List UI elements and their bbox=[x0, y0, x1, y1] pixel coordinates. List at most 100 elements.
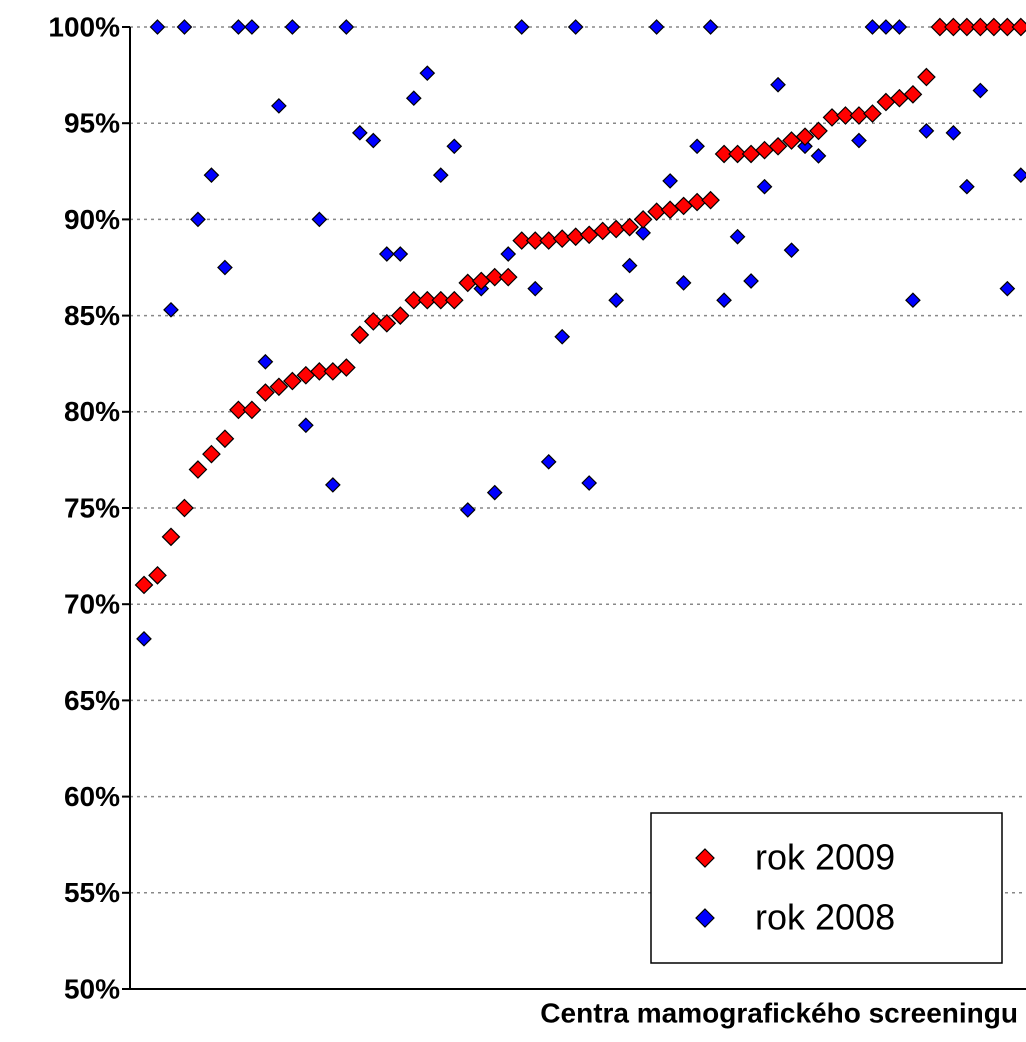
point bbox=[903, 84, 923, 104]
legend-label: rok 2009 bbox=[755, 837, 895, 878]
point bbox=[729, 228, 746, 245]
point bbox=[229, 400, 248, 420]
x-axis-title: Centra mamografického screeningu bbox=[540, 997, 1018, 1028]
y-tick-label: 80% bbox=[64, 396, 120, 427]
point bbox=[716, 292, 732, 309]
point bbox=[230, 19, 247, 35]
point bbox=[444, 290, 464, 310]
point bbox=[459, 502, 476, 518]
point bbox=[795, 127, 815, 147]
point bbox=[136, 630, 152, 647]
point bbox=[284, 19, 301, 35]
point bbox=[945, 124, 962, 141]
legend-marker bbox=[695, 848, 715, 868]
point bbox=[283, 371, 302, 391]
point bbox=[633, 210, 653, 229]
point bbox=[959, 178, 975, 195]
point bbox=[202, 444, 221, 464]
point bbox=[930, 17, 950, 37]
point bbox=[485, 267, 505, 287]
point bbox=[878, 19, 894, 35]
point bbox=[770, 76, 786, 93]
point bbox=[378, 246, 395, 262]
point bbox=[512, 231, 532, 250]
point bbox=[999, 280, 1016, 297]
point bbox=[905, 292, 921, 309]
point bbox=[554, 328, 571, 345]
point bbox=[363, 312, 383, 331]
point bbox=[783, 242, 800, 259]
point bbox=[244, 19, 260, 35]
point bbox=[215, 429, 235, 449]
point bbox=[971, 17, 990, 37]
point bbox=[486, 484, 503, 501]
point bbox=[797, 138, 813, 155]
point bbox=[432, 167, 449, 183]
point bbox=[163, 301, 179, 318]
y-tick-label: 90% bbox=[64, 204, 120, 235]
point bbox=[851, 132, 867, 149]
y-tick-label: 50% bbox=[64, 973, 120, 1004]
point bbox=[311, 211, 328, 228]
y-tick-label: 75% bbox=[64, 492, 120, 523]
point bbox=[998, 17, 1017, 37]
point bbox=[256, 383, 275, 402]
point bbox=[404, 290, 424, 310]
point bbox=[513, 19, 530, 35]
point bbox=[149, 19, 166, 35]
point bbox=[768, 136, 788, 156]
y-tick-label: 85% bbox=[64, 300, 120, 331]
point bbox=[325, 477, 341, 493]
point bbox=[365, 132, 382, 149]
point bbox=[175, 498, 194, 518]
legend-box bbox=[650, 812, 1003, 964]
y-tick-label: 65% bbox=[64, 685, 120, 716]
point bbox=[714, 144, 734, 164]
point bbox=[190, 211, 206, 228]
point bbox=[810, 148, 827, 164]
point bbox=[417, 290, 437, 310]
point bbox=[836, 106, 855, 125]
point bbox=[134, 575, 154, 595]
point bbox=[405, 90, 422, 107]
point bbox=[242, 400, 262, 420]
point bbox=[581, 475, 598, 491]
point bbox=[350, 325, 370, 345]
point bbox=[527, 280, 544, 297]
point bbox=[689, 138, 705, 155]
legend-label: rok 2008 bbox=[755, 897, 895, 938]
point bbox=[257, 353, 274, 370]
point bbox=[338, 19, 355, 35]
point bbox=[217, 259, 233, 276]
point bbox=[662, 173, 678, 189]
point bbox=[351, 124, 368, 141]
point bbox=[271, 98, 287, 114]
point bbox=[176, 19, 193, 35]
point bbox=[809, 121, 828, 141]
point bbox=[500, 246, 517, 262]
point bbox=[728, 144, 747, 164]
point bbox=[743, 273, 759, 289]
point bbox=[620, 217, 639, 237]
point bbox=[864, 19, 881, 35]
point bbox=[918, 123, 935, 139]
point bbox=[621, 257, 638, 274]
point bbox=[310, 362, 329, 381]
point bbox=[635, 225, 651, 241]
point bbox=[648, 19, 665, 35]
y-tick-label: 70% bbox=[64, 589, 120, 620]
point bbox=[203, 167, 220, 183]
point bbox=[431, 290, 451, 310]
point bbox=[540, 453, 557, 470]
point bbox=[891, 19, 908, 35]
point bbox=[972, 82, 989, 99]
point bbox=[337, 358, 356, 377]
point bbox=[148, 565, 167, 585]
y-tick-label: 95% bbox=[64, 108, 120, 139]
point bbox=[498, 267, 518, 287]
point bbox=[188, 460, 208, 479]
point bbox=[298, 417, 314, 434]
point bbox=[525, 231, 545, 250]
point bbox=[944, 17, 963, 37]
point bbox=[161, 527, 181, 547]
